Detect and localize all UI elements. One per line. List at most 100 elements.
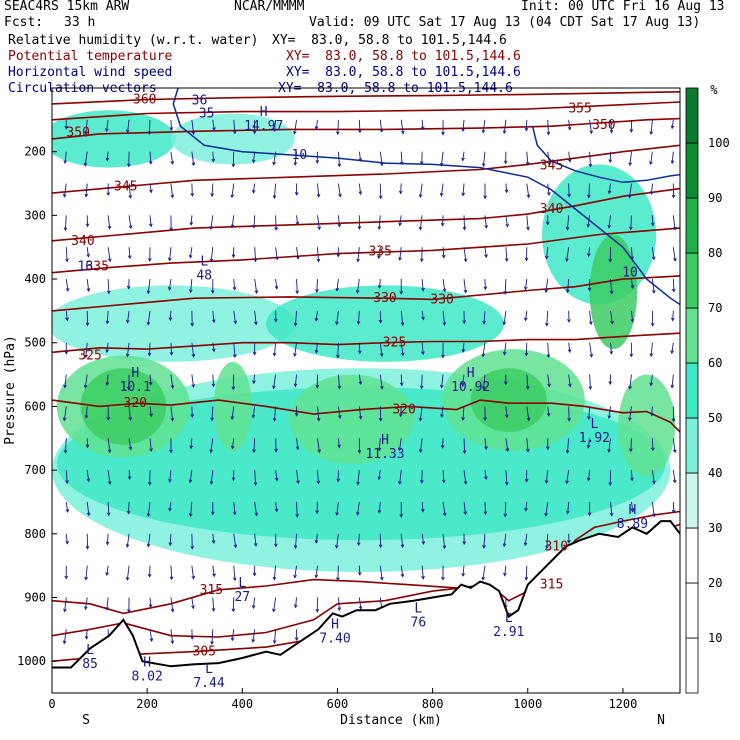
vector-head-52 bbox=[126, 163, 131, 168]
vector-378 bbox=[545, 278, 549, 293]
vector-head-270 bbox=[398, 222, 402, 227]
y-tick-label-400: 400 bbox=[24, 272, 46, 286]
vector-head-15 bbox=[63, 608, 67, 613]
vector-132 bbox=[212, 565, 215, 577]
vector-head-103 bbox=[190, 193, 195, 197]
x-tick-label-1000: 1000 bbox=[513, 697, 542, 711]
x-tick-label-200: 200 bbox=[136, 697, 158, 711]
vector-head-456 bbox=[672, 226, 677, 231]
vector-461 bbox=[671, 374, 674, 388]
vector-head-209 bbox=[314, 317, 319, 322]
vector-head-113 bbox=[188, 513, 193, 518]
vector-head-416 bbox=[607, 190, 612, 195]
vector-head-356 bbox=[503, 572, 507, 577]
vector-242 bbox=[358, 342, 361, 354]
vector-head-3 bbox=[63, 227, 68, 232]
vector-head-409 bbox=[588, 386, 593, 390]
vector-428 bbox=[629, 151, 632, 166]
vector-300 bbox=[442, 215, 444, 226]
vector-126 bbox=[212, 374, 215, 387]
vector-head-254 bbox=[377, 226, 382, 231]
theta-label-0: 360 bbox=[133, 92, 156, 107]
vector-head-342 bbox=[502, 130, 507, 135]
vector-261 bbox=[378, 438, 381, 451]
vector-head-378 bbox=[544, 289, 549, 294]
colorbar-swatch-0 bbox=[685, 637, 699, 694]
vector-186 bbox=[294, 119, 297, 134]
vector-head-340 bbox=[482, 544, 486, 549]
vector-head-313 bbox=[461, 157, 465, 162]
vector-233 bbox=[337, 565, 339, 581]
theta-contour-345 bbox=[52, 144, 680, 194]
vector-head-363 bbox=[523, 286, 528, 291]
vector-31 bbox=[85, 565, 88, 580]
vector-head-389 bbox=[567, 193, 571, 198]
vector-head-208 bbox=[315, 289, 319, 293]
vector-351 bbox=[505, 406, 508, 418]
vector-head-162 bbox=[252, 449, 256, 454]
vector-head-275 bbox=[399, 382, 404, 387]
vector-280 bbox=[400, 533, 404, 548]
vector-22 bbox=[86, 278, 90, 292]
vector-447 bbox=[650, 342, 653, 357]
extremum-value-4: 11.33 bbox=[365, 447, 404, 462]
vector-head-46 bbox=[106, 512, 111, 517]
vector-head-299 bbox=[439, 192, 444, 197]
vector-371 bbox=[524, 533, 528, 546]
vector-347 bbox=[504, 279, 507, 294]
vector-366 bbox=[526, 374, 529, 389]
vector-head-34 bbox=[105, 128, 109, 133]
vector-head-148 bbox=[233, 544, 238, 549]
vector-head-428 bbox=[628, 162, 632, 167]
vector-head-84 bbox=[169, 127, 174, 131]
vector-head-449 bbox=[650, 412, 654, 417]
contour-labels: 360 350 345 340 335 335 330 330 325 325 320 320 315 3… bbox=[66, 92, 648, 691]
vector-head-404 bbox=[586, 223, 591, 228]
rh-region-9 bbox=[213, 361, 252, 451]
vector-head-318 bbox=[462, 320, 467, 325]
extremum-type-7: L bbox=[238, 576, 246, 591]
extremum-type-6: H bbox=[629, 503, 637, 518]
vector-head-396 bbox=[567, 417, 571, 422]
vector-337 bbox=[484, 438, 487, 450]
vector-head-178 bbox=[272, 418, 277, 422]
vector-head-47 bbox=[105, 541, 110, 546]
vector-124 bbox=[212, 310, 215, 323]
vector-head-212 bbox=[316, 417, 321, 422]
vector-head-281 bbox=[400, 573, 405, 578]
vector-head-452 bbox=[652, 513, 656, 518]
vector-head-327 bbox=[481, 129, 486, 134]
vector-head-332 bbox=[483, 286, 488, 291]
vector-head-187 bbox=[293, 162, 298, 166]
vector-head-459 bbox=[670, 317, 675, 322]
vector-456 bbox=[672, 215, 676, 230]
vector-head-440 bbox=[649, 131, 654, 136]
vector-head-315 bbox=[462, 226, 467, 231]
vector-187 bbox=[294, 151, 297, 166]
vector-head-426 bbox=[609, 512, 614, 517]
vector-head-341 bbox=[481, 576, 486, 581]
vector-head-445 bbox=[652, 290, 656, 294]
vector-416 bbox=[608, 183, 611, 194]
vector-head-56 bbox=[126, 285, 131, 290]
vector-417 bbox=[608, 215, 611, 228]
vector-head-23 bbox=[85, 322, 90, 327]
vector-head-411 bbox=[586, 444, 591, 449]
vector-head-108 bbox=[191, 353, 196, 358]
y-tick-label-700: 700 bbox=[24, 463, 46, 477]
vector-229 bbox=[337, 438, 340, 448]
vector-head-36 bbox=[106, 192, 111, 197]
vector-334 bbox=[482, 342, 486, 357]
vector-243 bbox=[358, 374, 362, 385]
vector-158 bbox=[254, 310, 257, 325]
vector-168 bbox=[252, 629, 256, 643]
vector-head-190 bbox=[296, 255, 300, 260]
extremum-type-13: L bbox=[205, 662, 213, 677]
vector-head-418 bbox=[608, 258, 613, 263]
field-name-theta: Potential temperature bbox=[8, 49, 173, 64]
vector-145 bbox=[231, 438, 235, 449]
vector-head-243 bbox=[358, 381, 363, 386]
vector-423 bbox=[608, 406, 611, 419]
vector-147 bbox=[233, 501, 236, 515]
vector-head-439 bbox=[630, 508, 635, 513]
